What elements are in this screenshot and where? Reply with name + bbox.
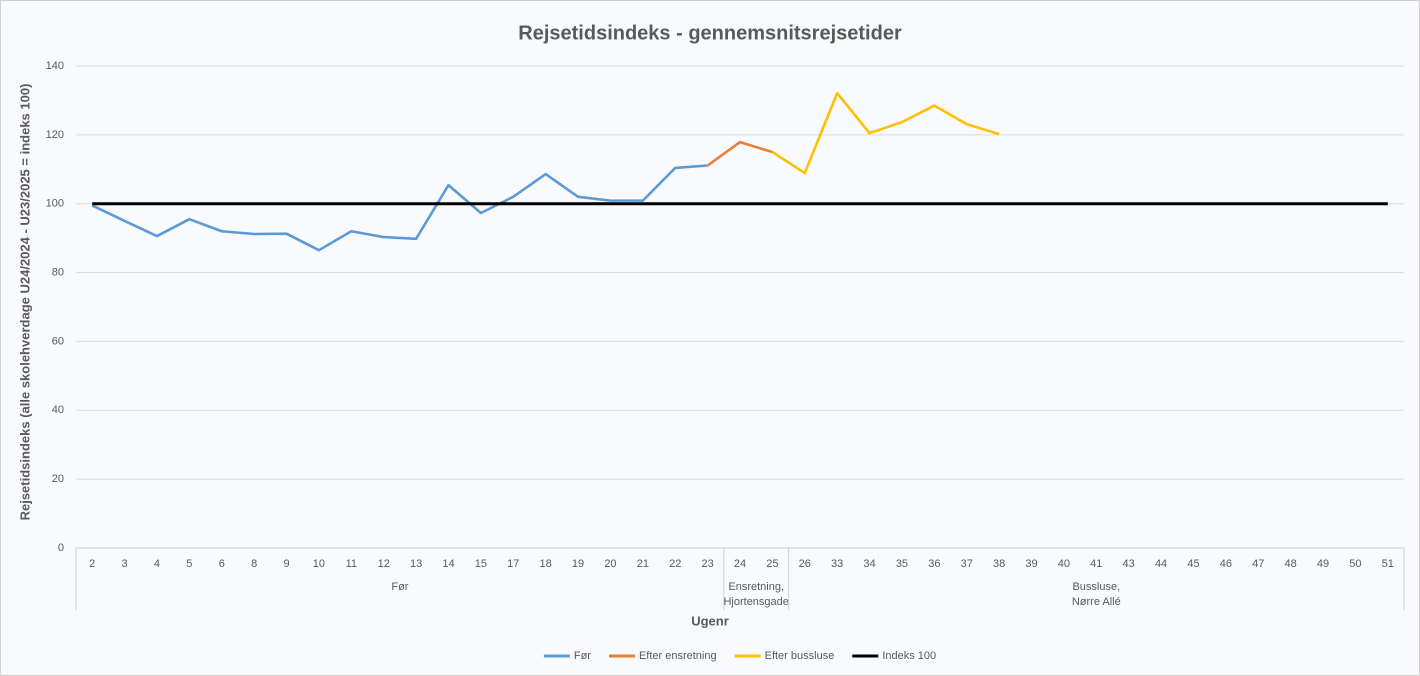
x-tick-label: 46 xyxy=(1220,558,1232,570)
group-label: Ensretning, xyxy=(728,581,784,593)
legend-label: Før xyxy=(574,650,591,662)
x-tick-label: 33 xyxy=(831,558,843,570)
y-tick-label: 100 xyxy=(46,198,64,210)
series-line xyxy=(91,164,708,252)
x-tick-label: 19 xyxy=(572,558,584,570)
x-tick-label: 25 xyxy=(766,558,778,570)
y-axis-title: Rejsetidsindeks (alle skolehverdage U24/… xyxy=(17,84,32,521)
y-tick-label: 40 xyxy=(52,404,64,416)
series-line xyxy=(706,140,773,167)
x-tick-label: 8 xyxy=(251,558,257,570)
x-tick-label: 3 xyxy=(122,558,128,570)
y-tick-label: 0 xyxy=(58,542,64,554)
x-tick-label: 20 xyxy=(604,558,616,570)
x-tick-label: 10 xyxy=(313,558,325,570)
legend-label: Efter bussluse xyxy=(765,650,835,662)
x-tick-label: 50 xyxy=(1349,558,1361,570)
legend-label: Indeks 100 xyxy=(882,650,936,662)
x-tick-label: 23 xyxy=(701,558,713,570)
x-tick-label: 43 xyxy=(1123,558,1135,570)
x-tick-label: 2 xyxy=(89,558,95,570)
x-tick-label: 12 xyxy=(378,558,390,570)
x-tick-label: 13 xyxy=(410,558,422,570)
x-tick-label: 34 xyxy=(863,558,875,570)
x-tick-label: 21 xyxy=(637,558,649,570)
y-tick-label: 120 xyxy=(46,129,64,141)
x-tick-label: 40 xyxy=(1058,558,1070,570)
chart-title: Rejsetidsindeks - gennemsnitsrejsetider xyxy=(518,22,902,44)
y-tick-label: 20 xyxy=(52,473,64,485)
x-tick-label: 15 xyxy=(475,558,487,570)
x-tick-label: 5 xyxy=(186,558,192,570)
y-tick-label: 80 xyxy=(52,266,64,278)
group-label: Nørre Allé xyxy=(1072,596,1121,608)
x-tick-label: 41 xyxy=(1090,558,1102,570)
x-tick-label: 44 xyxy=(1155,558,1167,570)
x-tick-label: 51 xyxy=(1382,558,1394,570)
x-tick-label: 17 xyxy=(507,558,519,570)
group-label: Bussluse, xyxy=(1072,581,1120,593)
x-tick-label: 47 xyxy=(1252,558,1264,570)
x-tick-label: 39 xyxy=(1025,558,1037,570)
y-tick-label: 140 xyxy=(46,60,64,72)
x-tick-label: 22 xyxy=(669,558,681,570)
x-tick-label: 24 xyxy=(734,558,746,570)
x-tick-label: 26 xyxy=(799,558,811,570)
x-tick-label: 11 xyxy=(346,558,357,570)
x-tick-label: 45 xyxy=(1187,558,1199,570)
y-tick-label: 60 xyxy=(52,335,64,347)
x-tick-label: 49 xyxy=(1317,558,1329,570)
x-tick-label: 35 xyxy=(896,558,908,570)
x-tick-label: 48 xyxy=(1285,558,1297,570)
x-tick-label: 9 xyxy=(283,558,289,570)
x-tick-label: 38 xyxy=(993,558,1005,570)
x-tick-label: 14 xyxy=(442,558,454,570)
series-line xyxy=(771,91,1000,175)
legend-label: Efter ensretning xyxy=(639,650,717,662)
x-tick-label: 36 xyxy=(928,558,940,570)
group-label: Hjortensgade xyxy=(723,596,788,608)
x-tick-label: 6 xyxy=(219,558,225,570)
x-tick-label: 4 xyxy=(154,558,160,570)
group-label: Før xyxy=(391,581,408,593)
x-tick-label: 18 xyxy=(540,558,552,570)
x-tick-label: 37 xyxy=(961,558,973,570)
x-axis-title: Ugenr xyxy=(691,613,729,628)
